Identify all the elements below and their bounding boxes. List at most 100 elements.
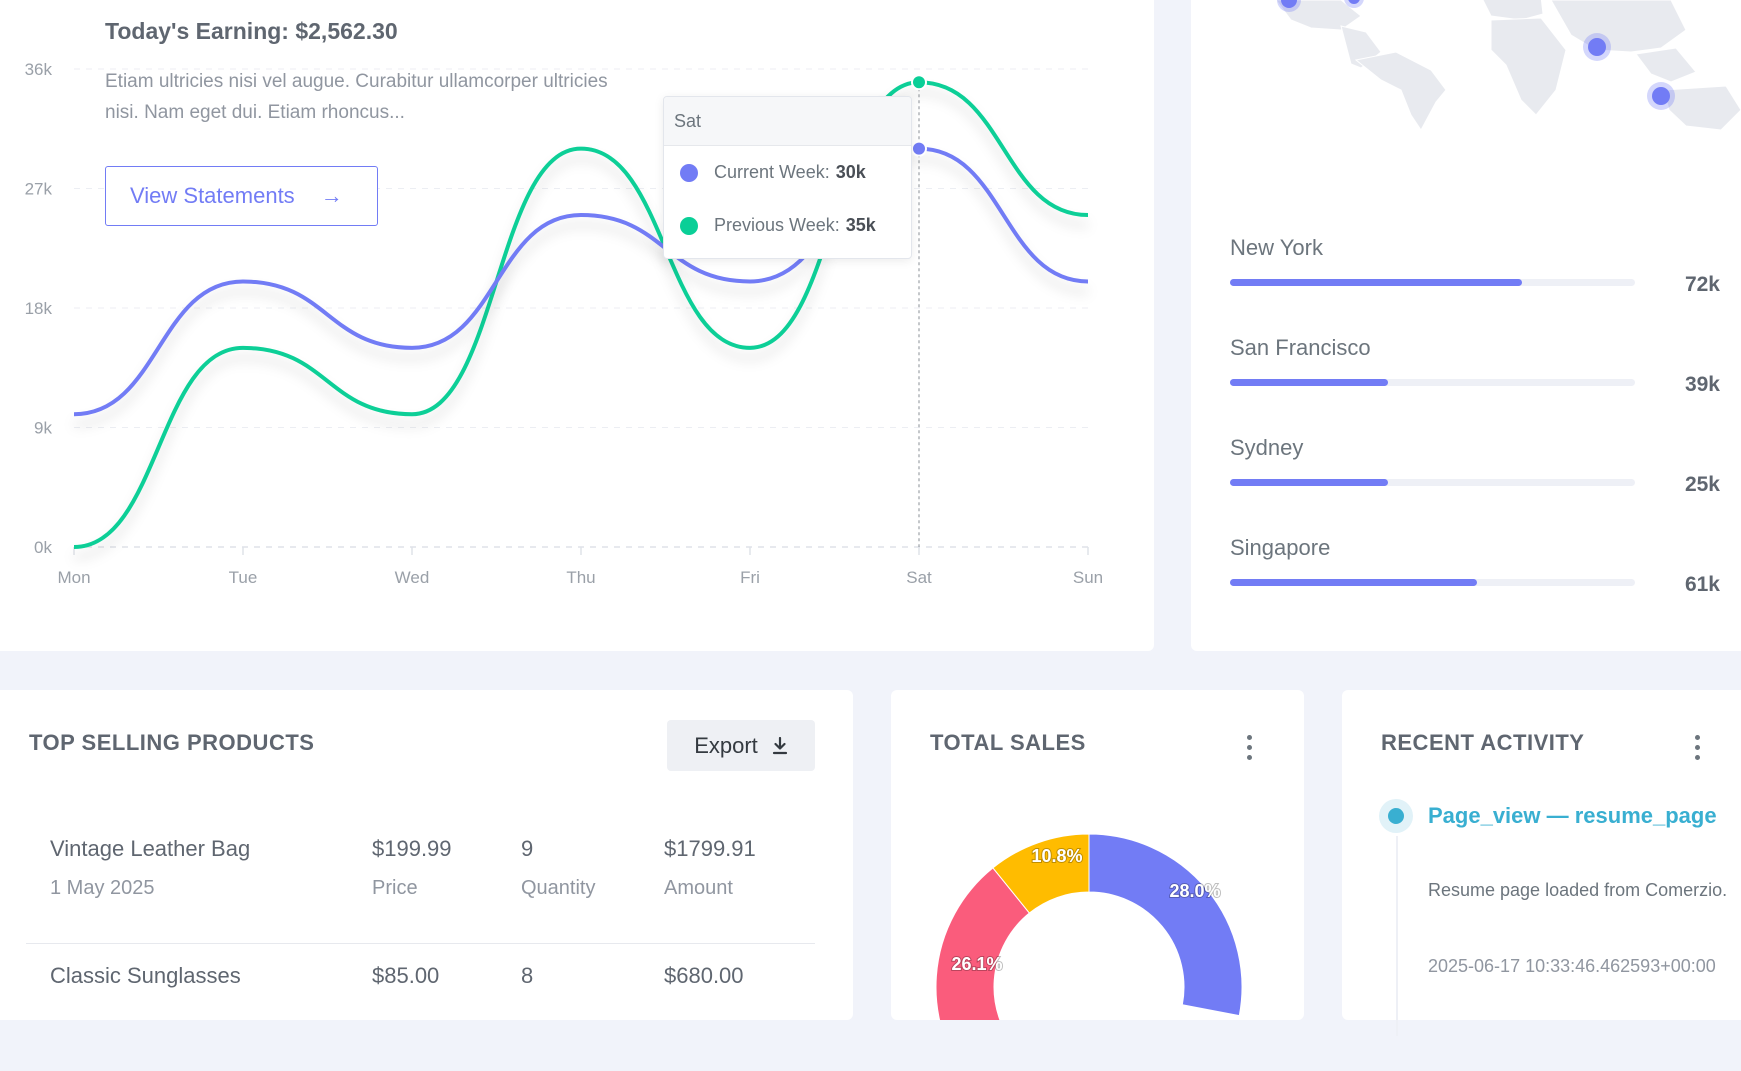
- view-statements-button[interactable]: View Statements →: [105, 166, 378, 226]
- product-quantity-cell: 8: [521, 963, 533, 989]
- map-region-asia: [1550, 0, 1687, 53]
- tooltip-value: 30k: [835, 162, 866, 182]
- product-date: 1 May 2025: [50, 877, 155, 899]
- map-region-australia: [1663, 85, 1741, 131]
- total-sales-donut-chart: 28.0% 26.1% 10.8%: [935, 833, 1243, 1020]
- y-tick-label: 9k: [34, 419, 52, 438]
- amount-label: Amount: [664, 877, 733, 899]
- location-progress-fill: [1230, 279, 1522, 286]
- location-name: San Francisco: [1230, 335, 1371, 360]
- location-item: San Francisco 39k: [1230, 335, 1720, 396]
- world-map: [1275, 0, 1741, 131]
- total-sales-card: 28.0% 26.1% 10.8% TOTAL SALES: [891, 690, 1304, 1020]
- map-marker: [1281, 0, 1297, 8]
- x-tick-label: Tue: [229, 568, 258, 587]
- map-region-north-america: [1275, 0, 1362, 31]
- location-progress: [1230, 279, 1635, 286]
- x-tick-label: Thu: [566, 568, 595, 587]
- activity-description: Resume page loaded from Comerzio.: [1428, 880, 1728, 900]
- product-price: $85.00: [372, 963, 440, 988]
- x-tick-label: Sat: [906, 568, 932, 587]
- y-tick-label: 27k: [25, 180, 53, 199]
- export-label: Export: [694, 732, 758, 758]
- timeline-line: [1396, 836, 1398, 1036]
- location-item: New York 72k: [1230, 235, 1720, 296]
- location-name: New York: [1230, 235, 1323, 260]
- location-name: Singapore: [1230, 535, 1331, 560]
- location-progress-fill: [1230, 379, 1388, 386]
- location-value: 39k: [1684, 373, 1720, 396]
- y-tick-label: 0k: [34, 538, 52, 557]
- y-tick-label: 36k: [25, 60, 53, 79]
- product-price-cell: $85.00: [372, 963, 439, 989]
- product-name: Vintage Leather Bag: [50, 836, 251, 861]
- location-item: Singapore 61k: [1230, 535, 1720, 596]
- product-price-cell: $199.99 Price: [372, 836, 452, 900]
- tooltip-category: Sat: [664, 97, 911, 146]
- product-name: Classic Sunglasses: [50, 963, 241, 988]
- tooltip-row-previous-week: Previous Week: 35k: [664, 199, 911, 252]
- more-options-icon[interactable]: [1691, 732, 1703, 762]
- x-tick-label: Mon: [57, 568, 90, 587]
- quantity-label: Quantity: [521, 877, 596, 899]
- tooltip-row-current-week: Current Week: 30k: [664, 146, 911, 199]
- series-point-current-week: [911, 140, 927, 157]
- product-name-cell: Classic Sunglasses: [50, 963, 241, 989]
- product-amount: $680.00: [664, 963, 744, 988]
- location-progress: [1230, 579, 1635, 586]
- map-marker: [1348, 0, 1360, 4]
- chart-tooltip: Sat Current Week: 30k Previous Week: 35k: [663, 96, 912, 259]
- location-value: 72k: [1684, 273, 1720, 296]
- sales-by-location-card: New York 72k San Francisco 39k Sydney 25…: [1191, 0, 1741, 651]
- map-region-south-america: [1354, 51, 1447, 131]
- tooltip-label: Current Week:: [714, 162, 830, 182]
- earning-description: Etiam ultricies nisi vel augue. Curabitu…: [105, 71, 608, 123]
- y-tick-label: 18k: [25, 299, 53, 318]
- card-title: TOTAL SALES: [930, 730, 1086, 755]
- location-name: Sydney: [1230, 435, 1304, 460]
- donut-slice-label: 10.8%: [1031, 846, 1082, 866]
- export-button[interactable]: Export: [667, 720, 815, 771]
- product-name-cell: Vintage Leather Bag 1 May 2025: [50, 836, 250, 900]
- map-marker: [1652, 87, 1670, 105]
- donut-slice-label: 26.1%: [951, 954, 1002, 974]
- earning-title: Today's Earning: $2,562.30: [105, 18, 398, 44]
- tooltip-value: 35k: [845, 215, 876, 235]
- recent-activity-card: RECENT ACTIVITY Page_view — resume_page …: [1342, 690, 1741, 1036]
- map-marker: [1588, 38, 1606, 56]
- arrow-right-icon: →: [320, 183, 343, 208]
- product-price: $199.99: [372, 836, 452, 861]
- location-item: Sydney 25k: [1230, 435, 1720, 496]
- price-label: Price: [372, 877, 418, 899]
- map-region-europe: [1482, 0, 1544, 21]
- table-row[interactable]: Classic Sunglasses $85.00 8 $680.00: [26, 943, 815, 1071]
- donut-slice[interactable]: [1088, 833, 1243, 1017]
- product-quantity-cell: 9 Quantity: [521, 836, 595, 900]
- donut-slice-label: 28.0%: [1169, 881, 1220, 901]
- previous-week-dot-icon: [680, 216, 698, 235]
- location-progress: [1230, 379, 1635, 386]
- card-title: RECENT ACTIVITY: [1381, 730, 1585, 755]
- timeline-dot-icon: [1379, 799, 1413, 833]
- product-amount-cell: $1799.91 Amount: [664, 836, 756, 900]
- series-point-previous-week: [911, 74, 927, 91]
- donut-slice[interactable]: [992, 833, 1090, 914]
- download-icon: [772, 736, 787, 754]
- location-progress: [1230, 479, 1635, 486]
- table-row[interactable]: Vintage Leather Bag 1 May 2025 $199.99 P…: [26, 815, 815, 944]
- more-options-icon[interactable]: [1243, 732, 1255, 762]
- view-statements-label: View Statements: [130, 183, 295, 208]
- earning-chart-card: 0k 9k 18k 27k 36k Mon Tue Wed Thu Fri Sat Sun Today…: [0, 0, 1154, 651]
- map-region-southeast-asia: [1635, 47, 1697, 83]
- location-progress-fill: [1230, 579, 1478, 586]
- product-quantity: 9: [521, 836, 534, 861]
- location-value: 61k: [1684, 573, 1720, 596]
- tooltip-label: Previous Week:: [714, 215, 840, 235]
- activity-timestamp: 2025-06-17 10:33:46.462593+00:00: [1428, 956, 1716, 976]
- x-tick-label: Fri: [740, 568, 760, 587]
- activity-title-link[interactable]: Page_view — resume_page: [1428, 803, 1717, 828]
- map-region-africa: [1490, 17, 1567, 116]
- product-quantity: 8: [521, 963, 534, 988]
- location-progress-fill: [1230, 479, 1388, 486]
- location-value: 25k: [1684, 473, 1720, 496]
